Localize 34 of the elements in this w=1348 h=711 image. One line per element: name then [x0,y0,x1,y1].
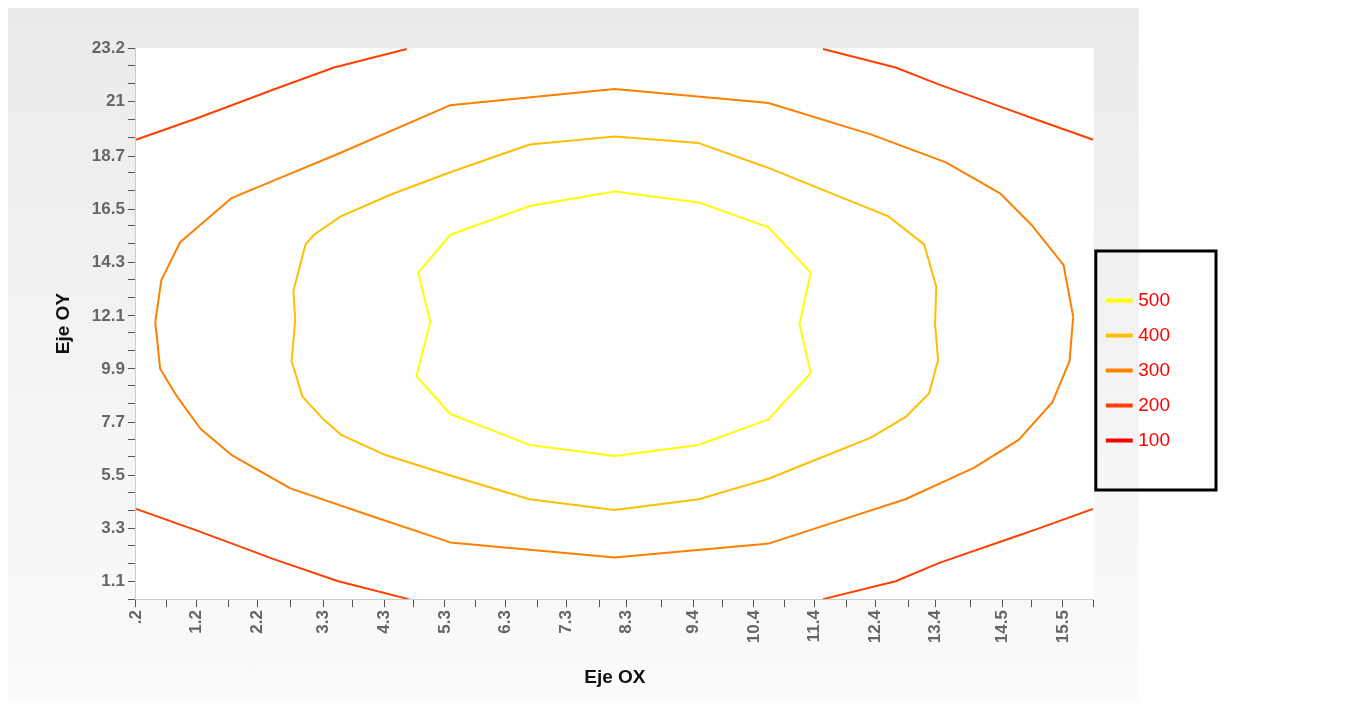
x-tick-label: .2 [125,610,145,625]
x-tick-label: 9.4 [682,609,702,634]
x-axis-title: Eje OX [584,665,646,687]
y-tick-label: 7.7 [101,411,125,431]
y-tick-label: 21 [105,90,125,110]
legend-label: 200 [1138,393,1170,415]
x-tick-label: 10.4 [743,609,763,644]
x-tick-label: 8.3 [616,610,636,634]
x-tick-label: 13.4 [925,609,945,644]
x-tick-label: 3.3 [313,610,333,634]
x-tick-label: 5.3 [434,610,454,634]
x-tick-label: 14.5 [992,610,1011,644]
x-tick-label: 1.2 [186,610,206,634]
legend-label: 100 [1138,428,1170,450]
legend-label: 500 [1138,288,1170,310]
y-tick-label: 5.5 [101,464,125,484]
x-tick-label: 12.4 [864,609,884,644]
y-tick-label: 16.5 [91,199,125,219]
y-tick-label: 3.3 [101,517,125,537]
x-tick-label: 2.2 [246,610,266,634]
y-axis-title: Eje OY [51,292,73,355]
x-tick-label: 4.3 [373,610,393,634]
y-tick-label: 9.9 [101,358,125,378]
x-tick-label: 11.4 [804,609,824,643]
x-tick-label: 6.3 [495,610,515,634]
legend-label: 400 [1138,323,1170,345]
y-tick-label: 23.2 [91,37,125,57]
y-tick-label: 12.1 [91,305,125,325]
y-tick-label: 18.7 [91,146,125,166]
legend-label: 300 [1138,358,1170,380]
y-tick-label: 14.3 [91,252,125,272]
x-tick-label: 15.5 [1052,610,1072,644]
y-tick-label: 1.1 [101,570,125,590]
x-tick-label: 7.3 [555,610,575,634]
